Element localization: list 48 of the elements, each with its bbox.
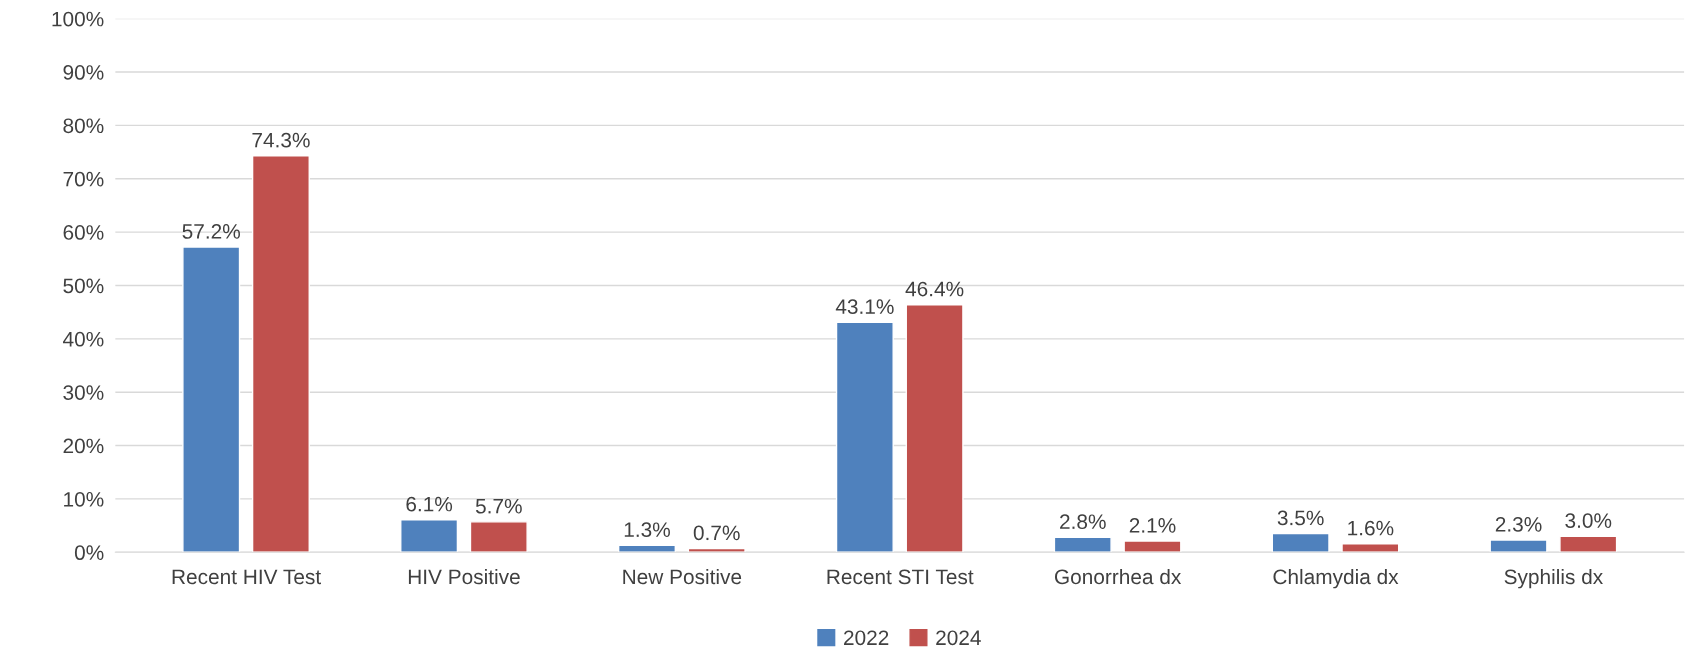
x-tick-label: Recent HIV Test bbox=[172, 569, 321, 585]
data-label: 74.3% bbox=[252, 132, 310, 148]
data-label: 1.6% bbox=[1348, 520, 1394, 536]
y-tick-label: 90% bbox=[63, 65, 104, 80]
x-tick-label: New Positive bbox=[623, 568, 742, 585]
data-label: 46.4% bbox=[905, 281, 964, 297]
bar bbox=[1489, 539, 1548, 553]
y-tick-label: 30% bbox=[63, 385, 104, 400]
y-tick-label: 20% bbox=[63, 438, 104, 454]
data-label: 3.5% bbox=[1277, 510, 1324, 526]
x-tick-label: Chlamydia dx bbox=[1273, 568, 1399, 589]
data-label: 5.7% bbox=[475, 498, 522, 514]
y-tick-label: 70% bbox=[63, 171, 104, 187]
bar bbox=[1341, 543, 1400, 553]
x-tick-label: Gonorrhea dx bbox=[1054, 568, 1182, 585]
y-tick-label: 50% bbox=[63, 278, 104, 294]
data-label: 2.8% bbox=[1060, 514, 1106, 530]
y-tick-label: 60% bbox=[63, 225, 104, 240]
data-label: 6.1% bbox=[406, 496, 453, 512]
bar bbox=[251, 155, 310, 553]
y-tick-label: 0% bbox=[74, 545, 104, 561]
data-label: 1.3% bbox=[624, 522, 670, 538]
y-tick-label: 10% bbox=[64, 491, 104, 507]
x-tick-label: Syphilis dx bbox=[1504, 568, 1603, 589]
bar bbox=[617, 544, 676, 553]
bar bbox=[1053, 536, 1112, 553]
bar bbox=[1559, 535, 1618, 553]
y-tick-label: 80% bbox=[63, 118, 104, 134]
bar bbox=[905, 303, 964, 553]
x-tick-label: Recent STI Test bbox=[827, 569, 974, 585]
data-label: 2.3% bbox=[1495, 516, 1542, 532]
data-label: 3.0% bbox=[1565, 513, 1612, 528]
bar bbox=[182, 246, 241, 553]
legend-label: 2024 bbox=[936, 630, 981, 646]
y-tick-label: 40% bbox=[63, 331, 104, 347]
data-label: 0.7% bbox=[693, 525, 740, 541]
data-label: 57.2% bbox=[182, 224, 240, 239]
data-label: 43.1% bbox=[835, 299, 894, 315]
bar bbox=[835, 321, 894, 553]
x-tick-label: HIV Positive bbox=[408, 568, 520, 585]
legend-label: 2022 bbox=[844, 630, 889, 646]
bar bbox=[1271, 532, 1330, 553]
data-label: 2.1% bbox=[1129, 518, 1176, 533]
bar bbox=[1123, 540, 1182, 553]
bar bbox=[687, 547, 746, 553]
bar bbox=[400, 519, 459, 553]
y-tick-label: 100% bbox=[52, 11, 104, 27]
bar bbox=[469, 521, 528, 553]
